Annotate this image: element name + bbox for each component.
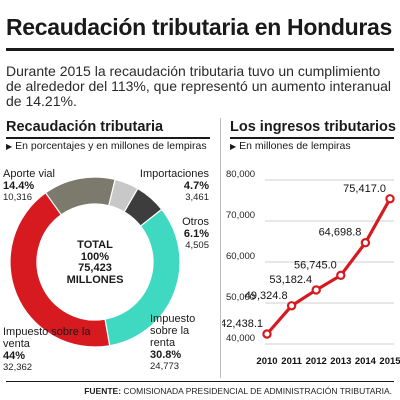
right-panel-rule (230, 137, 394, 139)
data-point (286, 301, 297, 311)
data-point (385, 194, 395, 204)
data-point (336, 270, 346, 281)
intro-text: Durante 2015 la recaudación tributaria t… (6, 63, 392, 109)
slice-name: Otros (182, 216, 209, 228)
data-label: 49,324.8 (245, 290, 288, 302)
total-line-3: 75,423 (78, 262, 112, 274)
slice-name: Impuesto sobre la renta (150, 313, 196, 349)
x-tick-label: 2011 (281, 356, 302, 367)
data-label: 64,698.8 (319, 227, 362, 239)
slice-pct: 4.7% (183, 180, 209, 192)
bottom-rule (6, 381, 394, 382)
donut-slice-impuesto_renta (104, 208, 181, 347)
slice-amount: 10,316 (3, 192, 33, 203)
label-importaciones: Importaciones 4.7% 3,461 (132, 168, 209, 204)
slice-name: Impuesto sobre la venta (3, 326, 91, 350)
y-tick-label: 80,000 (226, 169, 255, 180)
series-line (265, 198, 392, 336)
data-label: 75,417.0 (343, 183, 386, 195)
slice-name: Aporte vial (3, 168, 55, 180)
right-panel-subtitle: ▶ En millones de lempiras (230, 140, 351, 152)
data-point (360, 238, 371, 248)
right-panel-subtitle-text: En millones de lempiras (239, 140, 351, 152)
total-line-2: 100% (80, 250, 110, 263)
right-panel-title: Los ingresos tributarios (230, 119, 396, 135)
x-tick-label: 2012 (306, 356, 327, 367)
triangle-right-icon: ▶ (230, 142, 237, 151)
source-label: FUENTE: (84, 386, 122, 396)
label-otros: Otros 6.1% 4,505 (160, 216, 209, 252)
data-label: 53,182.4 (269, 274, 312, 286)
headline: Recaudación tributaria en Honduras (6, 14, 392, 40)
data-point (262, 329, 272, 339)
line-chart: 40,000 50,000 60,000 70,000 80,000 42,438.1 20… (222, 169, 400, 367)
left-panel-title: Recaudación tributaria (6, 119, 164, 135)
x-tick-label: 2013 (330, 356, 351, 367)
y-tick-label: 50,000 (226, 292, 255, 303)
y-tick-label: 40,000 (226, 333, 255, 344)
triangle-right-icon: ▶ (6, 142, 13, 151)
data-label: 42,438.1 (222, 318, 263, 330)
slice-amount: 4,505 (185, 240, 209, 251)
left-panel-subtitle-text: En porcentajes y en millones de lempiras (15, 140, 207, 152)
x-tick-label: 2014 (355, 356, 377, 367)
data-point (311, 285, 321, 295)
donut-total: TOTAL 100% 75,423 MILLONES (65, 239, 125, 286)
source-text: COMISIONADA PRESIDENCIAL DE ADMINISTRACI… (123, 386, 392, 396)
slice-pct: 30.8% (150, 349, 182, 361)
y-tick-label: 70,000 (226, 210, 255, 221)
label-impuesto-renta: Impuesto sobre la renta 30.8% 24,773 (150, 313, 212, 373)
slice-pct: 44% (3, 350, 26, 362)
data-label: 56,745.0 (294, 259, 337, 271)
donut-slice-impuesto_venta (9, 191, 111, 348)
slice-amount: 24,773 (150, 361, 180, 372)
source-note: FUENTE: COMISIONADA PRESIDENCIAL DE ADMI… (84, 386, 392, 396)
slice-name: Importaciones (139, 168, 209, 180)
x-tick-label: 2010 (256, 356, 277, 367)
total-line-1: TOTAL (77, 239, 113, 251)
slice-amount: 3,461 (185, 192, 209, 203)
panel-divider (220, 118, 221, 378)
slice-amount: 32,362 (3, 362, 33, 373)
donut-chart (9, 176, 181, 348)
total-line-4: MILLONES (66, 273, 124, 286)
left-panel-subtitle: ▶ En porcentajes y en millones de lempira… (6, 140, 207, 152)
slice-pct: 14.4% (3, 180, 35, 192)
y-tick-label: 60,000 (226, 251, 255, 262)
label-aporte-vial: Aporte vial 14.4% 10,316 (3, 168, 55, 204)
slice-pct: 6.1% (183, 228, 209, 240)
label-impuesto-venta: Impuesto sobre la venta 44% 32,362 (3, 326, 95, 374)
x-tick-label: 2015 (379, 356, 400, 367)
top-rule (6, 48, 394, 51)
left-panel-rule (6, 137, 210, 139)
